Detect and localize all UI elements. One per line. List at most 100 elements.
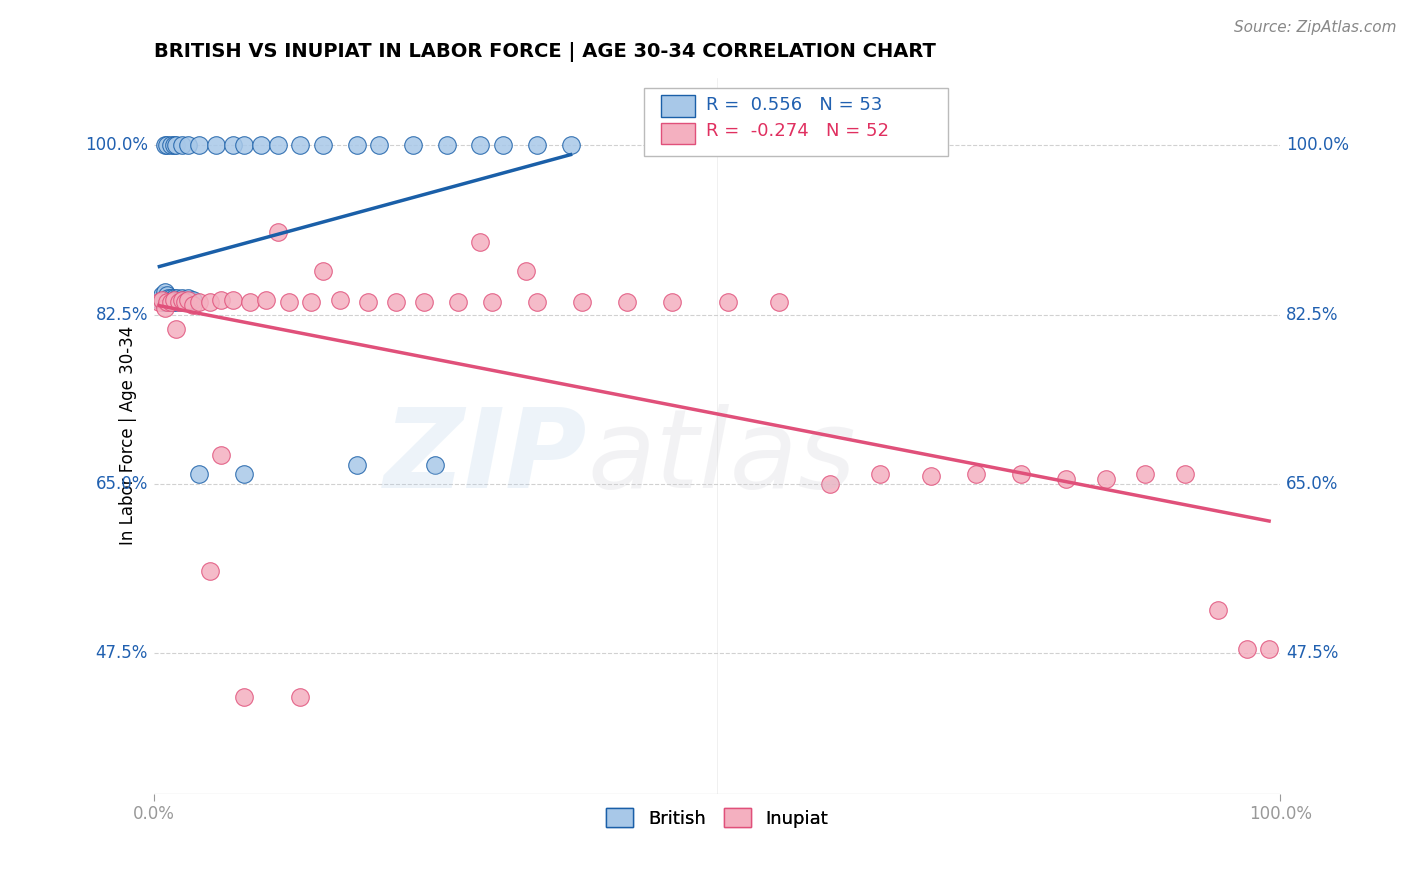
Point	[157, 291, 180, 305]
Point	[159, 295, 181, 310]
Point	[153, 291, 176, 305]
Point	[1010, 467, 1032, 482]
Point	[165, 295, 187, 310]
Point	[616, 295, 638, 310]
Point	[150, 293, 173, 308]
Point	[150, 288, 173, 302]
Point	[176, 293, 198, 308]
Point	[187, 138, 209, 153]
Bar	[661, 95, 695, 117]
Point	[156, 293, 179, 308]
Point	[232, 467, 254, 482]
Point	[1174, 467, 1197, 482]
Point	[153, 138, 176, 153]
Point	[266, 138, 288, 153]
Point	[170, 291, 193, 305]
Point	[1236, 641, 1258, 656]
Point	[481, 295, 503, 310]
Point	[181, 293, 204, 308]
Point	[436, 138, 458, 153]
Point	[560, 138, 582, 153]
Point	[447, 295, 470, 310]
Point	[221, 138, 243, 153]
Point	[221, 293, 243, 308]
Point	[818, 477, 841, 491]
Point	[165, 138, 187, 153]
Point	[232, 690, 254, 704]
Point	[329, 293, 352, 308]
Point	[167, 295, 190, 310]
Point	[170, 138, 193, 153]
Text: 65.0%: 65.0%	[1286, 475, 1339, 493]
Point	[470, 138, 492, 153]
Point	[965, 467, 987, 482]
Point	[413, 295, 436, 310]
Point	[249, 138, 271, 153]
Text: R =  0.556   N = 53: R = 0.556 N = 53	[706, 95, 882, 114]
Point	[515, 264, 537, 278]
Point	[1094, 472, 1116, 486]
Point	[152, 295, 174, 310]
Point	[232, 138, 254, 153]
Text: 100.0%: 100.0%	[86, 136, 148, 154]
Point	[254, 293, 277, 308]
Point	[148, 293, 170, 308]
Point	[159, 295, 181, 310]
Point	[153, 301, 176, 315]
Point	[153, 293, 176, 308]
Point	[290, 690, 312, 704]
Point	[526, 138, 548, 153]
Point	[312, 264, 335, 278]
Point	[163, 138, 186, 153]
Point	[204, 138, 226, 153]
Bar	[661, 123, 695, 145]
Point	[167, 293, 190, 308]
Point	[869, 467, 891, 482]
Point	[492, 138, 515, 153]
Text: atlas: atlas	[588, 403, 856, 510]
Point	[1054, 472, 1077, 486]
Point	[165, 322, 187, 336]
Point	[425, 458, 447, 472]
Point	[176, 291, 198, 305]
Point	[346, 458, 368, 472]
Point	[312, 138, 335, 153]
Point	[187, 467, 209, 482]
Point	[176, 138, 198, 153]
Point	[181, 298, 204, 312]
Point	[661, 295, 683, 310]
Point	[187, 295, 209, 310]
Point	[166, 291, 188, 305]
Text: R =  -0.274   N = 52: R = -0.274 N = 52	[706, 122, 889, 140]
Point	[920, 469, 942, 483]
Point	[402, 138, 425, 153]
Point	[198, 295, 221, 310]
Text: 47.5%: 47.5%	[96, 644, 148, 663]
Point	[238, 295, 260, 310]
Point	[571, 295, 593, 310]
Point	[163, 291, 186, 305]
Point	[768, 295, 790, 310]
Point	[526, 295, 548, 310]
Point	[148, 295, 170, 310]
Point	[209, 448, 232, 462]
Point	[170, 293, 193, 308]
Point	[172, 293, 194, 308]
Point	[159, 138, 181, 153]
Text: 47.5%: 47.5%	[1286, 644, 1339, 663]
Point	[174, 295, 197, 310]
Point	[165, 293, 187, 308]
Text: 82.5%: 82.5%	[1286, 306, 1339, 324]
Point	[1133, 467, 1156, 482]
Text: 100.0%: 100.0%	[1286, 136, 1348, 154]
Point	[301, 295, 323, 310]
Point	[156, 295, 179, 310]
Text: Source: ZipAtlas.com: Source: ZipAtlas.com	[1233, 20, 1396, 35]
Point	[278, 295, 301, 310]
Point	[159, 291, 181, 305]
Point	[170, 295, 193, 310]
Text: ZIP: ZIP	[384, 403, 588, 510]
Point	[266, 226, 288, 240]
Point	[156, 288, 179, 302]
Point	[385, 295, 408, 310]
